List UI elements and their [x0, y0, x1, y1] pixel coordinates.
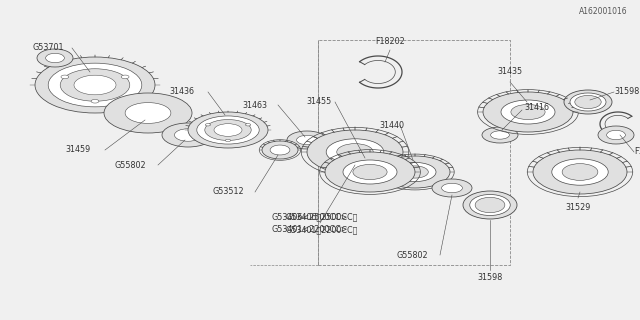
Ellipse shape	[74, 75, 116, 95]
Ellipse shape	[442, 183, 462, 193]
Ellipse shape	[325, 152, 415, 192]
Ellipse shape	[326, 139, 384, 165]
Ellipse shape	[225, 139, 230, 142]
Ellipse shape	[35, 57, 155, 113]
Ellipse shape	[287, 131, 327, 149]
Ellipse shape	[91, 100, 99, 103]
Ellipse shape	[463, 191, 517, 219]
Text: 31416: 31416	[524, 103, 549, 113]
Ellipse shape	[482, 127, 518, 143]
Text: G55802: G55802	[114, 161, 146, 170]
Ellipse shape	[353, 164, 387, 180]
Ellipse shape	[491, 131, 509, 139]
Ellipse shape	[214, 124, 242, 136]
Ellipse shape	[562, 164, 598, 180]
Text: G53401　2200CC、: G53401 2200CC、	[285, 226, 357, 235]
Text: 31455: 31455	[307, 98, 332, 107]
Text: 31529: 31529	[565, 204, 591, 212]
Ellipse shape	[307, 130, 403, 174]
Ellipse shape	[45, 53, 65, 63]
Text: F18202: F18202	[634, 148, 640, 156]
Ellipse shape	[501, 100, 555, 124]
Text: 31440: 31440	[380, 121, 404, 130]
Ellipse shape	[570, 93, 606, 111]
Ellipse shape	[205, 124, 211, 126]
Text: 31463: 31463	[243, 100, 268, 109]
Text: G53701: G53701	[32, 44, 64, 52]
Ellipse shape	[598, 126, 634, 144]
Ellipse shape	[60, 69, 130, 101]
Ellipse shape	[380, 156, 450, 188]
Ellipse shape	[607, 130, 625, 140]
Ellipse shape	[175, 129, 202, 141]
Ellipse shape	[121, 75, 129, 79]
Ellipse shape	[270, 145, 290, 155]
Text: F18202: F18202	[375, 37, 405, 46]
Ellipse shape	[483, 92, 573, 132]
Text: 31598: 31598	[477, 274, 502, 283]
Ellipse shape	[552, 159, 608, 185]
Ellipse shape	[470, 195, 510, 215]
Ellipse shape	[394, 163, 436, 181]
Ellipse shape	[61, 75, 68, 79]
Ellipse shape	[296, 135, 317, 145]
Ellipse shape	[533, 150, 627, 194]
Ellipse shape	[246, 124, 251, 126]
Ellipse shape	[564, 90, 612, 114]
Ellipse shape	[511, 104, 545, 120]
Text: G55802: G55802	[396, 251, 428, 260]
Text: 31598: 31598	[615, 87, 640, 97]
Ellipse shape	[162, 123, 214, 147]
Text: G53406<2500CC>: G53406<2500CC>	[272, 212, 348, 221]
Text: A162001016: A162001016	[579, 7, 628, 17]
Text: 31436: 31436	[170, 87, 195, 97]
Ellipse shape	[188, 112, 268, 148]
Ellipse shape	[402, 166, 428, 178]
Ellipse shape	[432, 179, 472, 197]
Text: 31435: 31435	[497, 68, 523, 76]
Ellipse shape	[197, 116, 259, 144]
Ellipse shape	[343, 160, 397, 184]
Text: G53406　2500CC、: G53406 2500CC、	[285, 212, 357, 221]
Text: G53401<2200CC>: G53401<2200CC>	[272, 226, 348, 235]
Ellipse shape	[104, 93, 192, 133]
Text: 31459: 31459	[65, 146, 91, 155]
Ellipse shape	[262, 141, 298, 159]
Ellipse shape	[48, 63, 142, 107]
Ellipse shape	[37, 49, 73, 67]
Ellipse shape	[337, 144, 373, 160]
Ellipse shape	[475, 197, 505, 213]
Ellipse shape	[575, 95, 601, 108]
Ellipse shape	[125, 103, 171, 124]
Text: G53512: G53512	[212, 188, 244, 196]
Ellipse shape	[205, 120, 251, 140]
